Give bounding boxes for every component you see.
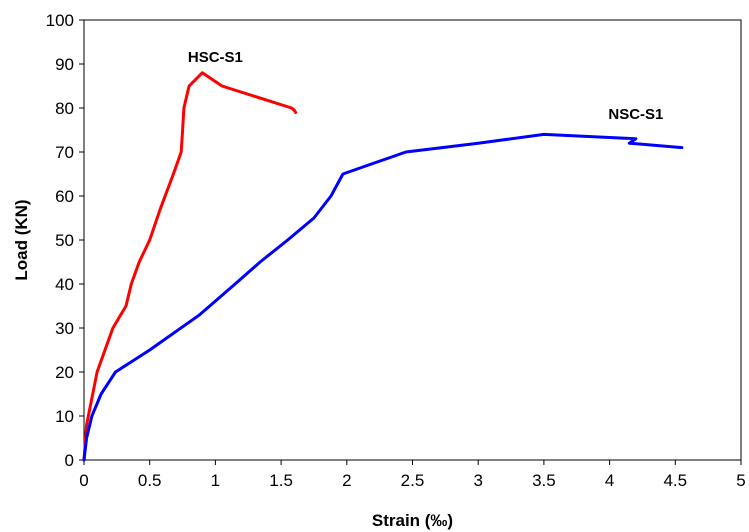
x-tick-label: 5 bbox=[736, 471, 745, 490]
x-tick-label: 4 bbox=[605, 471, 614, 490]
series-line-hsc-s1 bbox=[82, 71, 298, 462]
plot-area bbox=[83, 19, 742, 461]
y-tick-label: 40 bbox=[55, 275, 74, 294]
x-tick-label: 0 bbox=[79, 471, 88, 490]
series-label-hsc-s1: HSC-S1 bbox=[188, 49, 243, 66]
x-tick-label: 4.5 bbox=[663, 471, 687, 490]
y-tick-label: 90 bbox=[55, 55, 74, 74]
series-line-nsc-s1 bbox=[82, 132, 684, 462]
x-axis-title: Strain (‰) bbox=[372, 511, 453, 530]
y-tick-label: 30 bbox=[55, 319, 74, 338]
series-lines bbox=[82, 71, 684, 462]
x-tick-label: 3 bbox=[473, 471, 482, 490]
x-tick-label: 3.5 bbox=[532, 471, 556, 490]
series-labels: HSC-S1 NSC-S1 bbox=[188, 49, 663, 123]
y-tick-label: 70 bbox=[55, 143, 74, 162]
x-tick-label: 1 bbox=[211, 471, 220, 490]
y-tick-label: 80 bbox=[55, 99, 74, 118]
y-tick-label: 100 bbox=[46, 11, 74, 30]
x-axis-ticks: 0 0.5 1 1.5 2 2.5 3 3.5 4 4.5 5 bbox=[79, 460, 746, 490]
x-tick-label: 2.5 bbox=[401, 471, 425, 490]
y-tick-label: 20 bbox=[55, 363, 74, 382]
y-tick-label: 50 bbox=[55, 231, 74, 250]
x-tick-label: 2 bbox=[342, 471, 351, 490]
x-tick-label: 1.5 bbox=[269, 471, 293, 490]
series-label-nsc-s1: NSC-S1 bbox=[608, 106, 663, 123]
y-tick-label: 0 bbox=[65, 451, 74, 470]
y-axis-title: Load (KN) bbox=[12, 199, 31, 280]
y-tick-label: 60 bbox=[55, 187, 74, 206]
y-axis-ticks: 0 10 20 30 40 50 60 70 80 90 100 bbox=[46, 11, 84, 470]
y-tick-label: 10 bbox=[55, 407, 74, 426]
x-tick-label: 0.5 bbox=[138, 471, 162, 490]
